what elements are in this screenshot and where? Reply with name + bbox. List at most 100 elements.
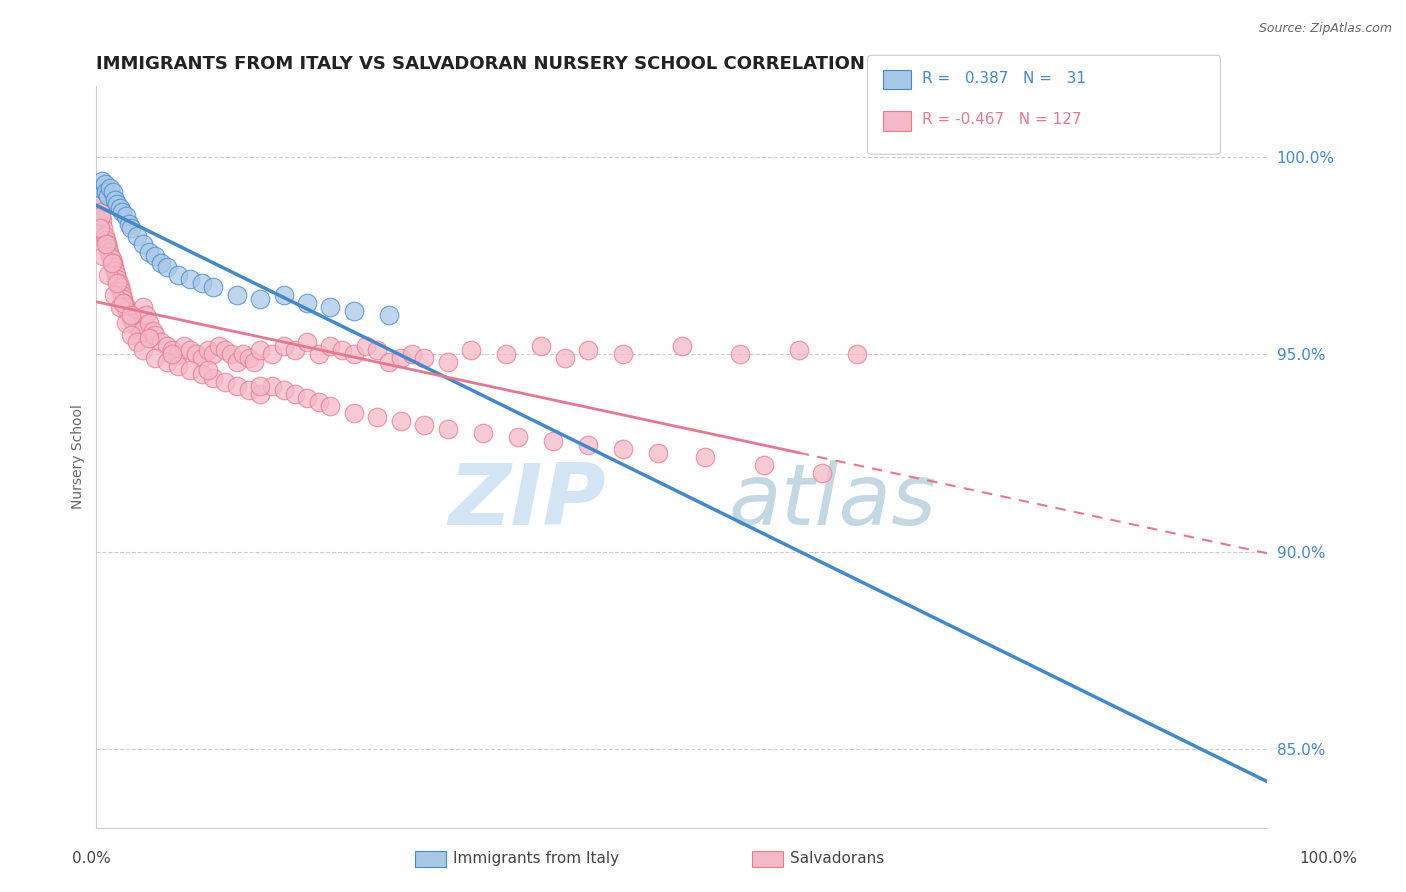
Text: 100.0%: 100.0% bbox=[1299, 852, 1358, 866]
Point bbox=[366, 410, 388, 425]
Point bbox=[107, 197, 129, 211]
Point bbox=[118, 217, 141, 231]
Point bbox=[319, 399, 342, 413]
Point bbox=[202, 371, 225, 385]
Point bbox=[378, 355, 401, 369]
Point bbox=[132, 343, 155, 358]
Point bbox=[112, 292, 135, 306]
Point bbox=[202, 280, 225, 294]
Point bbox=[389, 414, 412, 428]
Point bbox=[89, 197, 111, 211]
Point bbox=[343, 407, 366, 421]
Point bbox=[138, 316, 160, 330]
Point bbox=[127, 228, 149, 243]
Point bbox=[506, 430, 529, 444]
Point bbox=[647, 446, 669, 460]
Point bbox=[105, 268, 128, 283]
Point bbox=[89, 221, 111, 235]
Point bbox=[366, 343, 388, 358]
Point bbox=[295, 391, 318, 405]
Point bbox=[541, 434, 564, 448]
Point bbox=[94, 233, 117, 247]
Point bbox=[319, 300, 342, 314]
Point bbox=[197, 343, 219, 358]
Point bbox=[121, 221, 143, 235]
Point bbox=[190, 367, 212, 381]
Point bbox=[103, 260, 125, 275]
Point bbox=[284, 343, 307, 358]
Point bbox=[811, 466, 834, 480]
Point bbox=[91, 213, 114, 227]
Point bbox=[111, 205, 134, 219]
Point bbox=[343, 303, 366, 318]
Text: ZIP: ZIP bbox=[449, 460, 606, 543]
Point bbox=[378, 308, 401, 322]
Point bbox=[787, 343, 810, 358]
Point bbox=[93, 248, 115, 262]
Point bbox=[143, 351, 166, 366]
Point bbox=[94, 236, 117, 251]
Point bbox=[108, 300, 131, 314]
Point bbox=[155, 355, 177, 369]
Point bbox=[495, 347, 517, 361]
Point bbox=[284, 386, 307, 401]
Point bbox=[155, 260, 177, 275]
Point bbox=[612, 347, 634, 361]
Point bbox=[273, 383, 295, 397]
Point bbox=[576, 438, 599, 452]
Point bbox=[100, 256, 122, 270]
Point bbox=[260, 379, 283, 393]
Point bbox=[273, 339, 295, 353]
Point bbox=[138, 331, 160, 345]
Point bbox=[225, 288, 247, 302]
Point bbox=[671, 339, 693, 353]
Point bbox=[121, 311, 143, 326]
Point bbox=[97, 241, 120, 255]
Point bbox=[162, 343, 184, 358]
Point bbox=[354, 339, 377, 353]
Point bbox=[110, 284, 132, 298]
Point bbox=[728, 347, 751, 361]
Point bbox=[97, 268, 120, 283]
Point bbox=[121, 308, 143, 322]
Point bbox=[87, 189, 110, 203]
Point bbox=[413, 418, 436, 433]
Point bbox=[167, 268, 190, 283]
Point bbox=[118, 308, 141, 322]
Point bbox=[141, 324, 163, 338]
Point bbox=[343, 347, 366, 361]
Point bbox=[173, 339, 195, 353]
Point bbox=[308, 394, 330, 409]
Point bbox=[202, 347, 225, 361]
Text: 0.0%: 0.0% bbox=[72, 852, 111, 866]
Point bbox=[121, 327, 143, 342]
Point bbox=[93, 228, 115, 243]
Point bbox=[214, 343, 236, 358]
Point bbox=[249, 343, 271, 358]
Y-axis label: Nursery School: Nursery School bbox=[72, 404, 86, 509]
Point bbox=[260, 347, 283, 361]
Point bbox=[108, 201, 131, 215]
Point bbox=[94, 186, 117, 200]
Point bbox=[98, 244, 121, 259]
Point bbox=[114, 316, 136, 330]
Point bbox=[554, 351, 576, 366]
Point bbox=[576, 343, 599, 358]
Point bbox=[114, 296, 136, 310]
Point bbox=[112, 296, 135, 310]
Point bbox=[249, 292, 271, 306]
Point bbox=[190, 276, 212, 290]
Point bbox=[115, 303, 138, 318]
Point bbox=[100, 252, 122, 267]
Point bbox=[184, 347, 207, 361]
Point bbox=[114, 300, 136, 314]
Point bbox=[129, 324, 152, 338]
Point bbox=[752, 458, 775, 472]
Point bbox=[149, 256, 172, 270]
Point bbox=[90, 209, 112, 223]
Point bbox=[197, 363, 219, 377]
Point bbox=[214, 375, 236, 389]
Point bbox=[208, 339, 231, 353]
Point bbox=[389, 351, 412, 366]
Text: Source: ZipAtlas.com: Source: ZipAtlas.com bbox=[1258, 22, 1392, 36]
